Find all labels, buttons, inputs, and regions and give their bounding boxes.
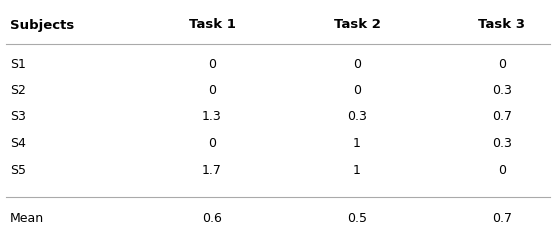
Text: 0: 0 [353,58,361,71]
Text: S2: S2 [10,84,26,97]
Text: 0: 0 [498,58,506,71]
Text: 1.7: 1.7 [202,163,222,176]
Text: Task 1: Task 1 [188,18,235,31]
Text: Mean: Mean [10,211,44,224]
Text: 0: 0 [208,137,216,150]
Text: 0.5: 0.5 [347,211,367,224]
Text: S5: S5 [10,163,26,176]
Text: Task 3: Task 3 [479,18,525,31]
Text: 1: 1 [353,163,361,176]
Text: 0.3: 0.3 [347,110,367,124]
Text: S3: S3 [10,110,26,124]
Text: 1: 1 [353,137,361,150]
Text: 0: 0 [498,163,506,176]
Text: S1: S1 [10,58,26,71]
Text: Task 2: Task 2 [334,18,380,31]
Text: 0: 0 [208,84,216,97]
Text: 0.7: 0.7 [492,110,512,124]
Text: 0.3: 0.3 [492,137,512,150]
Text: Subjects: Subjects [10,18,75,31]
Text: S4: S4 [10,137,26,150]
Text: 0.6: 0.6 [202,211,222,224]
Text: 0: 0 [208,58,216,71]
Text: 1.3: 1.3 [202,110,222,124]
Text: 0.7: 0.7 [492,211,512,224]
Text: 0: 0 [353,84,361,97]
Text: 0.3: 0.3 [492,84,512,97]
